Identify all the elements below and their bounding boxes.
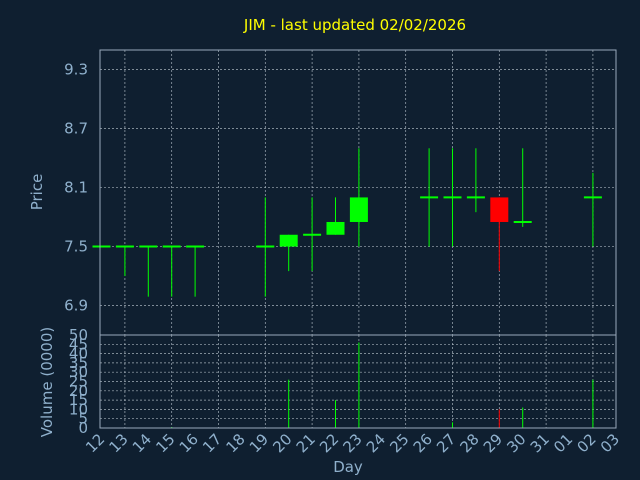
volume-bars [171,342,594,428]
x-tick-label: 18 [222,430,248,456]
x-tick-label: 15 [152,430,178,456]
x-tick-label: 19 [246,430,272,456]
price-frame [99,49,617,336]
price-tick-label: 9.3 [64,61,88,79]
price-axis-label: Price [28,174,46,211]
price-tick-label: 8.1 [64,179,88,197]
candle-body [326,221,345,235]
volume-tick-label: 15 [69,391,88,409]
x-tick-label: 01 [550,430,576,456]
price-panel: 6.9 7.5 8.1 8.7 9.3 Price [28,49,617,336]
volume-tick-label: 25 [69,373,88,391]
price-tick-label: 6.9 [64,297,88,315]
x-tick-label: 13 [105,430,131,456]
candles [92,148,602,297]
x-axis-label: Day [333,458,363,476]
volume-axis-label: Volume (0000) [38,327,56,437]
volume-tick-label: 30 [69,363,88,381]
x-tick-label: 26 [410,430,436,456]
volume-grid [100,334,616,429]
volume-frame [99,334,617,429]
price-tick-label: 8.7 [64,120,88,138]
x-tick-label: 20 [269,430,295,456]
candle-body [490,197,509,222]
candle-body [349,197,368,222]
price-grid [100,50,616,335]
x-tick-label: 23 [339,430,365,456]
x-tick-label: 21 [293,430,319,456]
volume-tick-label: 5 [78,410,88,428]
price-tick-label: 7.5 [64,238,88,256]
x-tick-label: 30 [503,430,529,456]
x-tick-label: 29 [480,430,506,456]
x-tick-label: 14 [129,430,155,456]
x-tick-label: 31 [527,430,553,456]
price-y-ticks: 6.9 7.5 8.1 8.7 9.3 [64,61,88,315]
volume-tick-label: 0 [78,419,88,437]
volume-tick-label: 50 [69,326,88,344]
volume-tick-label: 20 [69,382,88,400]
x-tick-label: 25 [386,430,412,456]
x-tick-label: 27 [433,430,459,456]
x-tick-label: 28 [456,430,482,456]
volume-tick-label: 35 [69,354,88,372]
x-axis-ticks: 1213141516171819202122232425262728293031… [82,430,623,456]
volume-tick-label: 10 [69,400,88,418]
x-tick-label: 24 [363,430,389,456]
volume-tick-label: 40 [69,345,88,363]
chart-title: JIM - last updated 02/02/2026 [243,16,466,34]
x-tick-label: 22 [316,430,342,456]
x-tick-label: 02 [573,430,599,456]
x-tick-label: 16 [176,430,202,456]
volume-tick-label: 45 [69,335,88,353]
candle-body [279,234,298,247]
x-tick-label: 03 [597,430,623,456]
x-tick-label: 17 [199,430,225,456]
